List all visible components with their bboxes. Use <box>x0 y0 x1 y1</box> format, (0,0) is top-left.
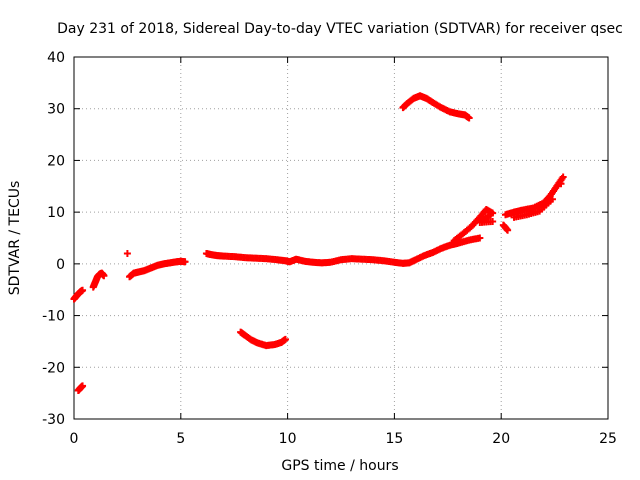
data-point <box>559 173 567 181</box>
data-point <box>504 226 512 234</box>
chart-title: Day 231 of 2018, Sidereal Day-to-day VTE… <box>57 21 623 37</box>
series-upper-arc <box>399 92 473 122</box>
data-point <box>476 234 484 242</box>
series-evening <box>499 173 567 234</box>
x-tick-label: 10 <box>279 431 297 447</box>
y-tick-label: 10 <box>47 205 65 221</box>
plot-frame <box>73 56 609 420</box>
data-points <box>70 92 567 395</box>
x-axis-label: GPS time / hours <box>281 458 398 474</box>
series-midday <box>202 234 484 267</box>
x-tick-label: 15 <box>385 431 403 447</box>
series-negative-arc <box>237 328 289 350</box>
y-tick-label: 0 <box>56 257 65 273</box>
series-afternoon-rise <box>450 206 497 245</box>
data-point <box>181 258 189 266</box>
y-tick-label: -30 <box>42 412 65 428</box>
data-point <box>465 114 473 122</box>
data-point <box>489 217 497 225</box>
data-point <box>548 195 556 203</box>
series-early <box>89 269 108 291</box>
y-tick-label: -10 <box>42 309 65 325</box>
y-axis-label: SDTVAR / TECUs <box>7 181 23 296</box>
axis-ticks: 0 5 10 15 20 25 -30 -20 -10 0 10 20 30 40 <box>42 50 617 447</box>
x-tick-label: 5 <box>176 431 185 447</box>
data-point <box>123 250 131 258</box>
y-tick-label: 30 <box>47 102 65 118</box>
x-tick-label: 25 <box>599 431 617 447</box>
y-tick-label: 20 <box>47 153 65 169</box>
data-point <box>79 286 87 294</box>
x-tick-label: 0 <box>70 431 79 447</box>
series-start <box>70 286 87 303</box>
y-tick-label: -20 <box>42 360 65 376</box>
data-point <box>281 335 289 343</box>
series-morning <box>123 250 189 281</box>
y-tick-label: 40 <box>47 50 65 66</box>
data-point <box>100 272 108 280</box>
data-point <box>79 382 87 390</box>
series-low-outlier <box>74 382 87 395</box>
data-point <box>557 180 565 188</box>
grid <box>74 57 608 419</box>
x-tick-label: 20 <box>492 431 510 447</box>
